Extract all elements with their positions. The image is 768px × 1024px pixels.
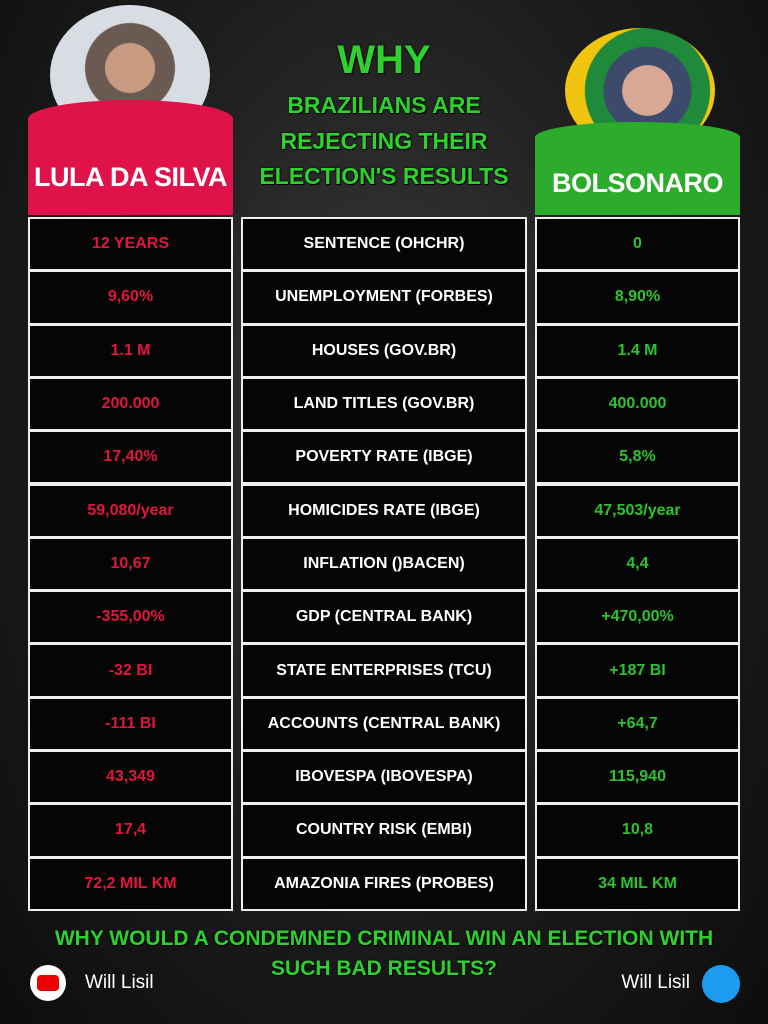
metric-name: INFLATION ()BACEN) — [241, 536, 527, 592]
metric-name: SENTENCE (OHCHR) — [241, 217, 527, 272]
metric-name: ACCOUNTS (CENTRAL BANK) — [241, 696, 527, 751]
subtitle-2: REJECTING THEIR — [280, 128, 488, 154]
bolsonaro-value: +470,00% — [535, 590, 740, 645]
twitter-icon — [702, 965, 740, 1003]
lula-value: 59,080/year — [28, 483, 233, 538]
lula-value: 12 YEARS — [28, 217, 233, 272]
lula-value: 43,349 — [28, 750, 233, 805]
lula-value: -32 BI — [28, 643, 233, 698]
metric-name: AMAZONIA FIRES (PROBES) — [241, 856, 527, 911]
bolsonaro-value: 34 MIL KM — [535, 856, 740, 911]
metric-name: LAND TITLES (GOV.BR) — [241, 376, 527, 432]
bolsonaro-value: 115,940 — [535, 750, 740, 805]
subtitle-3: ELECTION'S RESULTS — [259, 163, 509, 189]
bolsonaro-value: +64,7 — [535, 696, 740, 751]
bolsonaro-value: 0 — [535, 217, 740, 272]
metric-name: IBOVESPA (IBOVESPA) — [241, 750, 527, 805]
left-name: LULA DA SILVA — [34, 162, 227, 192]
bolsonaro-value: 8,90% — [535, 270, 740, 325]
metric-name: HOUSES (GOV.BR) — [241, 323, 527, 378]
metric-name: COUNTRY RISK (EMBI) — [241, 803, 527, 858]
lula-value: 9,60% — [28, 270, 233, 325]
lula-value: 72,2 MIL KM — [28, 856, 233, 911]
lula-value: 10,67 — [28, 536, 233, 592]
left-credit: Will Lisil — [85, 972, 154, 993]
metric-name: STATE ENTERPRISES (TCU) — [241, 643, 527, 698]
subtitle-1: BRAZILIANS ARE — [287, 92, 481, 118]
metric-name: GDP (CENTRAL BANK) — [241, 590, 527, 645]
lula-value: 200.000 — [28, 376, 233, 432]
metric-name: POVERTY RATE (IBGE) — [241, 430, 527, 485]
right-name-banner: BOLSONARO — [535, 122, 740, 215]
bolsonaro-value: 47,503/year — [535, 483, 740, 538]
lula-value: -111 BI — [28, 696, 233, 751]
right-name: BOLSONARO — [552, 168, 724, 198]
youtube-icon — [30, 965, 66, 1001]
footer-question-1: WHY WOULD A CONDEMNED CRIMINAL WIN AN EL… — [54, 927, 714, 950]
lula-value: -355,00% — [28, 590, 233, 645]
left-name-banner: LULA DA SILVA — [28, 100, 233, 215]
bolsonaro-value: +187 BI — [535, 643, 740, 698]
lula-value: 17,40% — [28, 430, 233, 485]
footer-question-2: SUCH BAD RESULTS? — [271, 957, 497, 980]
bolsonaro-value: 10,8 — [535, 803, 740, 858]
bolsonaro-value: 5,8% — [535, 430, 740, 485]
bolsonaro-value: 4,4 — [535, 536, 740, 592]
metric-name: HOMICIDES RATE (IBGE) — [241, 483, 527, 538]
bolsonaro-value: 400.000 — [535, 376, 740, 432]
title: WHY — [337, 38, 431, 82]
right-credit: Will Lisil — [621, 972, 690, 993]
metric-name: UNEMPLOYMENT (FORBES) — [241, 270, 527, 325]
lula-value: 1.1 M — [28, 323, 233, 378]
lula-value: 17,4 — [28, 803, 233, 858]
bolsonaro-value: 1.4 M — [535, 323, 740, 378]
